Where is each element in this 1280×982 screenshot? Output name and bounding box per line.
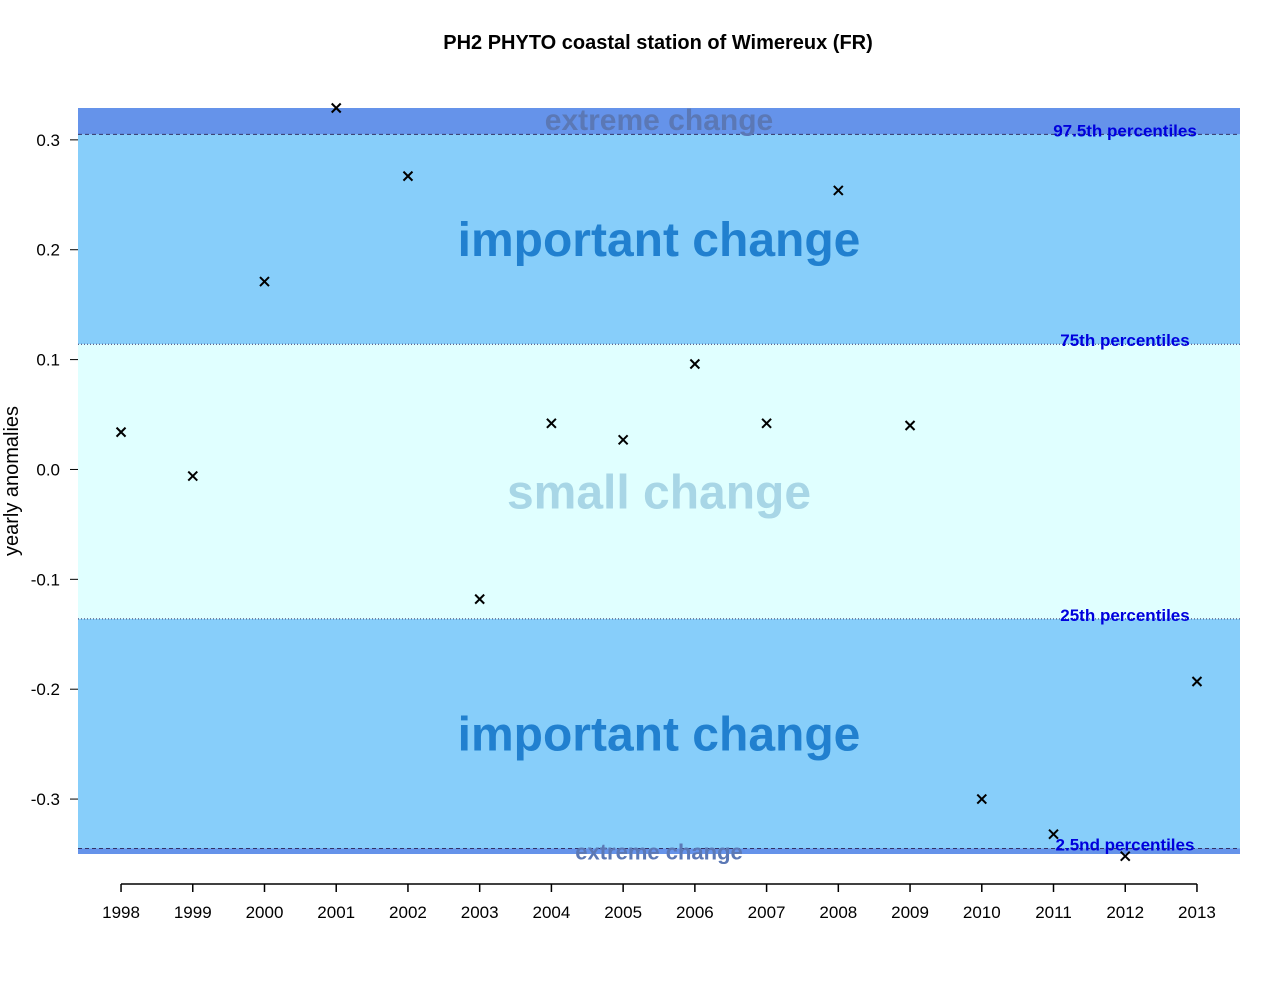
percentile-label-3: 2.5nd percentiles [1056, 836, 1195, 855]
y-tick-label: 0.1 [36, 351, 60, 370]
chart-title: PH2 PHYTO coastal station of Wimereux (F… [443, 32, 873, 54]
zone-label-0: extreme change [545, 104, 773, 137]
x-tick-label: 2013 [1178, 903, 1216, 922]
x-tick-label: 2006 [676, 903, 714, 922]
zone-label-1: important change [458, 214, 861, 267]
data-point-2004 [546, 418, 557, 429]
marker-stroke [1120, 850, 1131, 862]
x-tick-label: 2007 [748, 903, 786, 922]
data-points [115, 102, 1203, 862]
x-tick-label: 2001 [317, 903, 355, 922]
marker-stroke [833, 185, 844, 196]
marker-stroke [259, 276, 270, 287]
percentile-lines [78, 133, 1240, 850]
marker-stroke [474, 593, 485, 605]
y-tick-label: 0.2 [36, 241, 60, 260]
data-point-2009 [904, 420, 916, 431]
data-point-2010 [976, 793, 987, 805]
data-point-2005 [617, 434, 629, 446]
marker-stroke [546, 418, 557, 429]
data-point-2000 [259, 276, 270, 287]
zone-band-2 [78, 344, 1240, 619]
y-axis-label: yearly anomalies [1, 406, 23, 556]
y-tick-label: -0.1 [31, 570, 60, 589]
marker-stroke [115, 426, 127, 438]
data-point-2006 [689, 358, 701, 370]
x-tick-label: 2012 [1106, 903, 1144, 922]
data-point-2008 [833, 185, 844, 196]
marker-stroke [1191, 676, 1203, 687]
data-point-2007 [761, 418, 772, 429]
percentile-label-1: 75th percentiles [1060, 331, 1189, 350]
x-tick-label: 2008 [819, 903, 857, 922]
marker-stroke [976, 793, 987, 805]
data-point-1999 [187, 470, 198, 482]
x-tick-label: 2010 [963, 903, 1001, 922]
zone-labels: extreme change important change small chan… [458, 104, 861, 865]
data-point-1998 [115, 426, 127, 438]
x-tick-label: 2003 [461, 903, 499, 922]
x-tick-label: 2005 [604, 903, 642, 922]
change-zones [78, 108, 1240, 854]
marker-stroke [617, 434, 629, 446]
x-tick-label: 1999 [174, 903, 212, 922]
marker-stroke [904, 420, 916, 431]
data-point-2012 [1120, 850, 1131, 862]
data-point-2002 [402, 170, 414, 182]
zone-band-3 [78, 618, 1240, 849]
marker-stroke [1048, 829, 1059, 840]
x-tick-label: 2002 [389, 903, 427, 922]
zone-band-1 [78, 134, 1240, 345]
zone-label-3: important change [458, 708, 861, 761]
data-point-2001 [331, 102, 342, 114]
y-tick-label: 0.0 [36, 460, 60, 479]
zone-band-4 [78, 848, 1240, 854]
x-tick-label: 2000 [246, 903, 284, 922]
marker-stroke [689, 358, 701, 370]
y-tick-label: -0.3 [31, 790, 60, 809]
data-point-2011 [1048, 829, 1059, 840]
x-tick-label: 1998 [102, 903, 140, 922]
zone-band-0 [78, 108, 1240, 135]
percentile-label-2: 25th percentiles [1060, 606, 1189, 625]
y-axis: 0.3 0.2 0.1 0.0 -0.1 -0.2 -0.3 [31, 131, 78, 809]
percentile-label-0: 97.5th percentiles [1053, 121, 1197, 140]
x-tick-label: 2004 [532, 903, 570, 922]
zone-label-2: small change [507, 466, 811, 519]
percentile-labels: 97.5th percentiles 75th percentiles 25th p… [1053, 121, 1197, 854]
zone-label-4: extreme change [575, 840, 743, 865]
x-tick-label: 2011 [1035, 903, 1072, 922]
marker-stroke [402, 170, 414, 182]
marker-stroke [761, 418, 772, 429]
data-point-2003 [474, 593, 485, 605]
y-tick-label: -0.2 [31, 680, 60, 699]
x-axis: 1998 1999 2000 2001 2002 2003 2004 2005 2006 2007… [102, 883, 1216, 922]
data-point-2013 [1191, 676, 1203, 687]
marker-stroke [331, 102, 342, 114]
x-tick-label: 2009 [891, 903, 929, 922]
marker-stroke [187, 470, 198, 482]
y-tick-label: 0.3 [36, 131, 60, 150]
